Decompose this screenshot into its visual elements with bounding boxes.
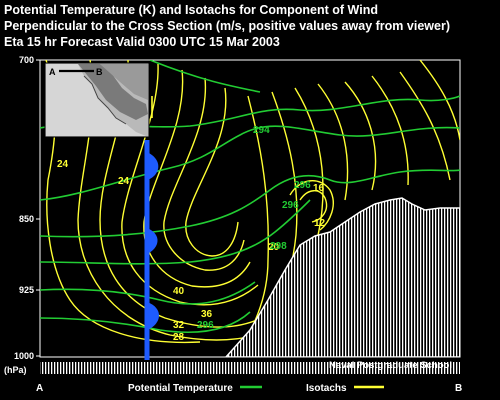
y-tick-label: 925 (19, 285, 34, 295)
y-tick-label: 1000 (14, 351, 34, 361)
y-tick-label: 850 (19, 214, 34, 224)
legend-isotach-label: Isotachs (306, 383, 347, 394)
potential-temperature-labels: 294 296 296 298 296 (197, 125, 311, 331)
title-line-2: Perpendicular to the Cross Section (m/s,… (4, 19, 450, 33)
theta-label: 298 (270, 241, 287, 252)
isotach-label: 24 (118, 176, 130, 187)
cold-front (144, 140, 160, 360)
x-label-b: B (455, 383, 462, 394)
front-barb (147, 152, 159, 180)
legend-theta-label: Potential Temperature (128, 383, 233, 394)
theta-label: 296 (197, 320, 214, 331)
front-barb (147, 228, 158, 254)
title-line-1: Potential Temperature (K) and Isotachs f… (4, 3, 378, 17)
theta-label: 294 (253, 125, 270, 136)
x-label-a: A (36, 383, 43, 394)
isotach-label: 20 (268, 242, 280, 253)
front-barb (147, 302, 160, 330)
title-line-3: Eta 15 hr Forecast Valid 0300 UTC 15 Mar… (4, 35, 280, 49)
isotach-label: 16 (313, 183, 325, 194)
inset-point-a: A (49, 67, 56, 77)
terrain (224, 197, 460, 357)
isotach-label: 40 (173, 286, 185, 297)
station-tick-strip (40, 362, 460, 374)
isotach-labels: 24 24 16 12 20 40 36 32 28 (57, 159, 326, 343)
y-axis-ticks (36, 59, 40, 357)
y-axis-labels: 700 850 925 1000 (14, 55, 34, 361)
legend: Potential Temperature Isotachs (128, 383, 384, 394)
isotach-label: 28 (173, 332, 185, 343)
y-axis-unit: (hPa) (4, 365, 27, 375)
y-tick-label: 700 (19, 55, 34, 65)
credit-text: Naval Postgraduate School (329, 360, 452, 371)
isotach-label: 32 (173, 320, 185, 331)
theta-label: 296 (282, 200, 299, 211)
inset-point-b: B (96, 67, 103, 77)
inset-map: A B (44, 62, 150, 138)
isotach-label: 24 (57, 159, 69, 170)
isotach-label: 12 (314, 218, 326, 229)
theta-label: 296 (294, 180, 311, 191)
isotach-label: 36 (201, 309, 213, 320)
